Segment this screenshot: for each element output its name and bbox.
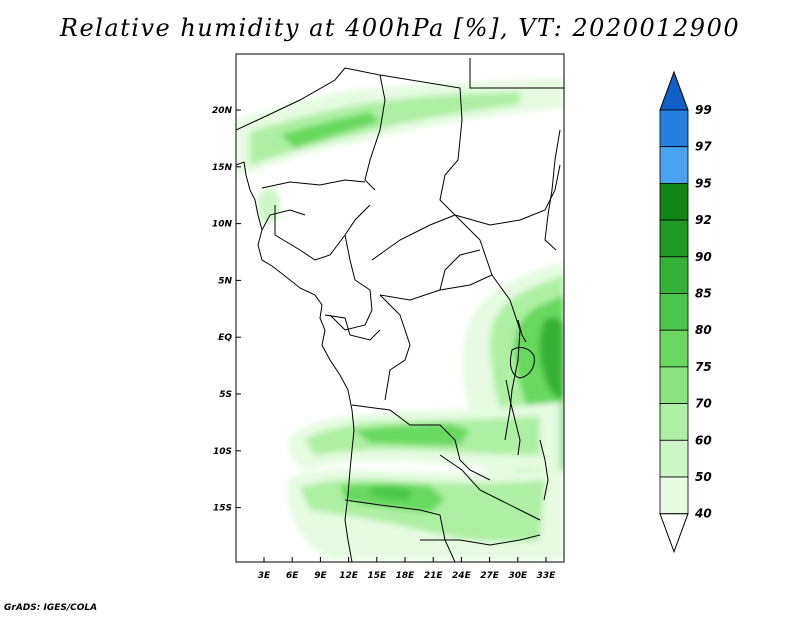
lon-label: 12E — [339, 571, 359, 581]
colorbar-label: 75 — [695, 360, 712, 374]
border-namibia — [344, 499, 456, 562]
border-drc-north — [379, 294, 411, 401]
colorbar-label: 92 — [695, 213, 712, 227]
border-cameroon — [329, 234, 373, 331]
red-sea-coast — [544, 129, 561, 251]
lat-label: 15N — [212, 163, 233, 173]
rh-east-core — [539, 317, 564, 400]
lake-malawi — [539, 439, 549, 501]
colorbar-box — [659, 256, 689, 294]
border-chad-sudan — [379, 74, 463, 216]
lon-label: 18E — [396, 571, 416, 581]
colorbar-label: 50 — [695, 470, 712, 484]
colorbar-box — [659, 366, 689, 404]
colorbar-box — [659, 182, 689, 221]
colorbar-label: 85 — [695, 287, 712, 301]
lon-label: 27E — [480, 571, 500, 581]
lat-label: 5N — [218, 276, 232, 286]
lat-label: 10N — [212, 220, 233, 230]
colorbar-box — [659, 109, 689, 148]
lon-label: 21E — [424, 571, 444, 581]
colorbar-box — [659, 146, 689, 184]
colorbar-box — [659, 403, 689, 441]
colorbar-triangle-bottom — [659, 513, 689, 554]
colorbar-label: 90 — [695, 250, 712, 264]
border-libya-egypt — [469, 58, 564, 89]
border-sudan-ethiopia — [454, 164, 561, 226]
lat-label: EQ — [218, 333, 232, 343]
lat-label: 20N — [212, 106, 233, 116]
colorbar-label: 97 — [695, 140, 712, 154]
lon-label: 6E — [286, 571, 299, 581]
map-frame — [235, 53, 565, 563]
longitude-axis: 3E 6E 9E 12E 15E 18E 21E 24E 27E 30E 33E — [258, 557, 556, 581]
coastline-west-africa — [236, 161, 355, 562]
lake-victoria — [509, 347, 535, 379]
lon-label: 15E — [367, 571, 387, 581]
border-car — [371, 214, 493, 301]
humidity-field — [236, 78, 564, 560]
lat-label: 15S — [213, 504, 232, 514]
border-angola — [351, 404, 491, 481]
rh-band-south1-inner — [355, 424, 470, 446]
lat-label: 5S — [219, 390, 232, 400]
rh-band-north-inner — [280, 112, 380, 148]
colorbar-box — [659, 293, 689, 331]
colorbar-label: 40 — [694, 507, 712, 521]
colorbar-label: 60 — [695, 433, 712, 447]
border-mali-niger — [236, 67, 346, 131]
border-sahel — [261, 179, 366, 189]
border-nigeria — [274, 204, 371, 261]
border-west-sahel-2 — [261, 209, 306, 231]
lon-label: 30E — [508, 571, 528, 581]
border-zambia — [439, 454, 541, 521]
lake-tanganyika — [505, 379, 521, 456]
rh-band-north-mid — [250, 92, 520, 166]
grads-credit: GrADS: IGES/COLA — [4, 603, 98, 613]
latitude-axis: 20N 15N 10N 5N EQ 5S 10S 15S — [212, 106, 241, 514]
border-botswana — [420, 534, 541, 546]
lon-label: 24E — [452, 571, 472, 581]
lon-label: 3E — [258, 571, 271, 581]
colorbar-label: 95 — [695, 176, 712, 190]
map-title: Relative humidity at 400hPa [%], VT: 202… — [59, 14, 741, 42]
lon-label: 33E — [537, 571, 557, 581]
colorbar-box — [659, 476, 689, 515]
colorbar-label: 80 — [695, 323, 712, 337]
colorbar-box — [659, 439, 689, 478]
lat-label: 10S — [213, 447, 232, 457]
country-borders — [236, 58, 564, 562]
colorbar-label: 70 — [695, 397, 712, 411]
border-gabon-congo — [324, 314, 381, 341]
colorbar-box — [659, 219, 689, 258]
colorbar-label: 99 — [695, 103, 712, 117]
border-sudan-s — [439, 249, 481, 291]
colorbar-triangle-top — [659, 70, 689, 111]
lake-albert — [517, 319, 527, 343]
lon-label: 9E — [314, 571, 327, 581]
border-drc-east — [491, 274, 521, 441]
rh-band-south2-core — [370, 486, 412, 500]
colorbar: 99 97 95 92 90 85 80 75 70 60 50 40 — [659, 70, 712, 554]
rh-patch-west — [257, 188, 280, 225]
colorbar-box — [659, 329, 689, 368]
